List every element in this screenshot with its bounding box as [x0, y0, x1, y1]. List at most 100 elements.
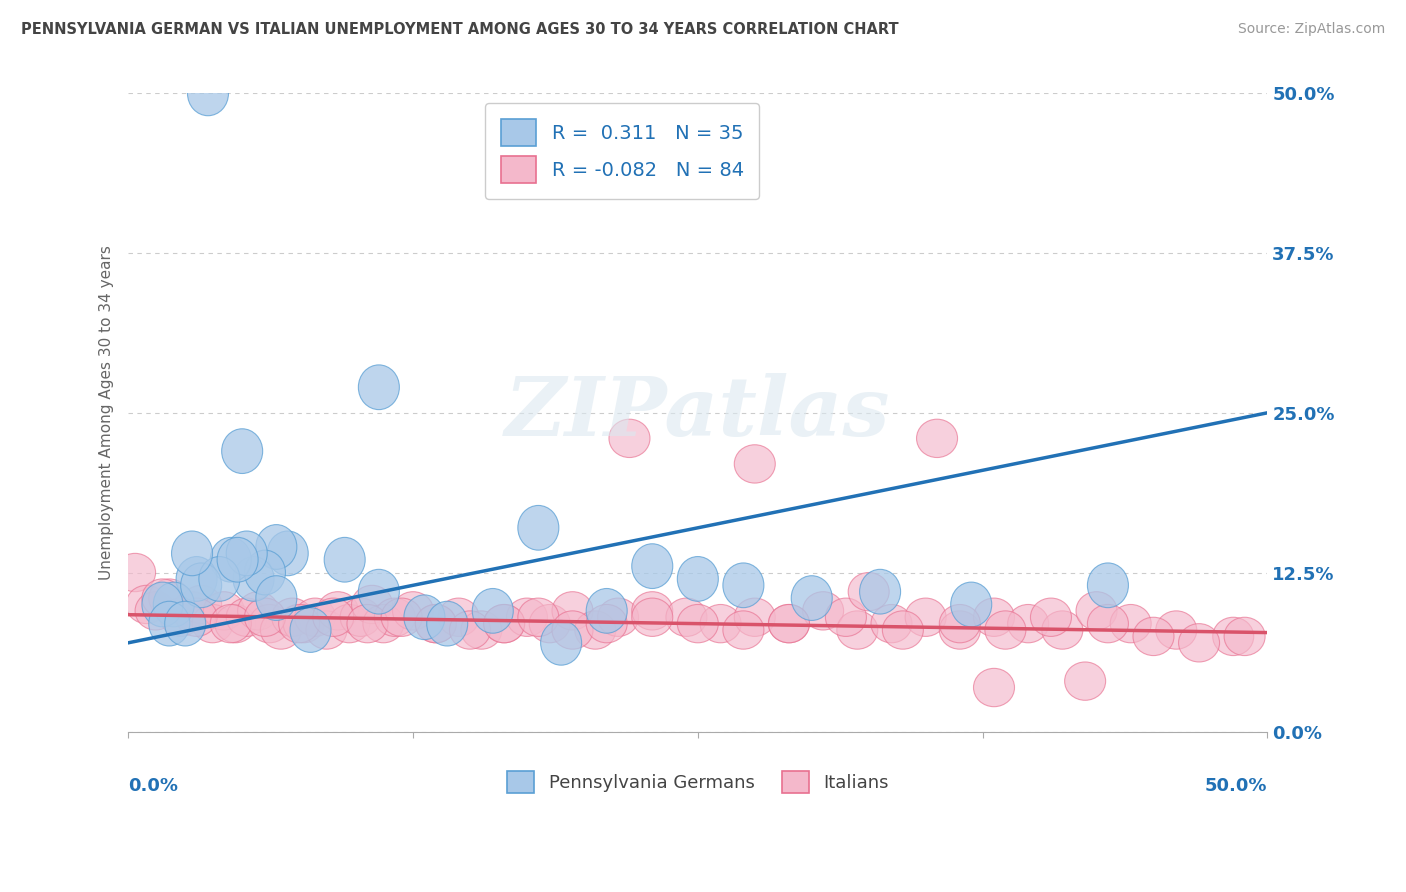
Text: Source: ZipAtlas.com: Source: ZipAtlas.com [1237, 22, 1385, 37]
Ellipse shape [598, 598, 638, 636]
Ellipse shape [211, 537, 252, 582]
Ellipse shape [1156, 611, 1197, 649]
Ellipse shape [404, 595, 444, 640]
Ellipse shape [245, 550, 285, 595]
Ellipse shape [149, 579, 190, 617]
Ellipse shape [180, 563, 222, 607]
Ellipse shape [114, 553, 156, 591]
Ellipse shape [1087, 563, 1129, 607]
Ellipse shape [204, 591, 245, 630]
Ellipse shape [950, 582, 991, 627]
Ellipse shape [271, 598, 312, 636]
Ellipse shape [723, 611, 763, 649]
Ellipse shape [307, 611, 347, 649]
Ellipse shape [1133, 617, 1174, 656]
Ellipse shape [233, 557, 274, 601]
Ellipse shape [973, 598, 1015, 636]
Ellipse shape [256, 575, 297, 621]
Ellipse shape [609, 419, 650, 458]
Ellipse shape [325, 537, 366, 582]
Text: 50.0%: 50.0% [1205, 777, 1267, 795]
Ellipse shape [734, 598, 775, 636]
Ellipse shape [484, 605, 524, 643]
Text: 0.0%: 0.0% [128, 777, 179, 795]
Ellipse shape [1064, 662, 1105, 700]
Ellipse shape [165, 601, 205, 646]
Ellipse shape [803, 591, 844, 630]
Ellipse shape [176, 557, 217, 601]
Ellipse shape [905, 598, 946, 636]
Ellipse shape [678, 557, 718, 601]
Ellipse shape [769, 605, 810, 643]
Ellipse shape [374, 598, 415, 636]
Ellipse shape [1225, 617, 1265, 656]
Ellipse shape [859, 569, 901, 614]
Ellipse shape [226, 598, 267, 636]
Ellipse shape [631, 598, 672, 636]
Ellipse shape [1087, 605, 1129, 643]
Ellipse shape [837, 611, 877, 649]
Ellipse shape [256, 524, 297, 569]
Ellipse shape [700, 605, 741, 643]
Ellipse shape [1008, 605, 1049, 643]
Y-axis label: Unemployment Among Ages 30 to 34 years: Unemployment Among Ages 30 to 34 years [100, 245, 114, 580]
Ellipse shape [283, 605, 325, 643]
Ellipse shape [1178, 624, 1219, 662]
Legend: Pennsylvania Germans, Italians: Pennsylvania Germans, Italians [501, 764, 896, 800]
Ellipse shape [260, 611, 301, 649]
Ellipse shape [381, 598, 422, 636]
Ellipse shape [149, 601, 190, 646]
Ellipse shape [506, 598, 547, 636]
Ellipse shape [541, 621, 582, 665]
Ellipse shape [723, 563, 763, 607]
Ellipse shape [245, 598, 285, 636]
Text: ZIPatlas: ZIPatlas [505, 373, 890, 453]
Ellipse shape [517, 598, 558, 636]
Ellipse shape [553, 611, 593, 649]
Ellipse shape [939, 611, 980, 649]
Ellipse shape [917, 419, 957, 458]
Ellipse shape [792, 575, 832, 621]
Ellipse shape [193, 605, 233, 643]
Ellipse shape [172, 591, 212, 630]
Ellipse shape [215, 605, 256, 643]
Ellipse shape [176, 598, 217, 636]
Ellipse shape [160, 598, 201, 636]
Ellipse shape [1076, 591, 1116, 630]
Ellipse shape [1042, 611, 1083, 649]
Ellipse shape [415, 605, 457, 643]
Ellipse shape [318, 591, 359, 630]
Ellipse shape [180, 585, 222, 624]
Ellipse shape [312, 598, 354, 636]
Ellipse shape [825, 598, 866, 636]
Ellipse shape [142, 579, 183, 617]
Ellipse shape [848, 573, 889, 611]
Ellipse shape [553, 591, 593, 630]
Ellipse shape [415, 605, 457, 643]
Ellipse shape [870, 605, 912, 643]
Ellipse shape [172, 531, 212, 575]
Ellipse shape [586, 605, 627, 643]
Ellipse shape [666, 598, 707, 636]
Ellipse shape [575, 611, 616, 649]
Ellipse shape [769, 605, 810, 643]
Ellipse shape [984, 611, 1026, 649]
Ellipse shape [1111, 605, 1152, 643]
Ellipse shape [217, 537, 259, 582]
Ellipse shape [883, 611, 924, 649]
Ellipse shape [352, 585, 392, 624]
Ellipse shape [135, 591, 176, 630]
Ellipse shape [142, 582, 183, 627]
Ellipse shape [127, 585, 167, 624]
Ellipse shape [359, 569, 399, 614]
Ellipse shape [187, 71, 229, 116]
Ellipse shape [359, 365, 399, 409]
Ellipse shape [198, 557, 240, 601]
Ellipse shape [450, 611, 491, 649]
Ellipse shape [249, 605, 290, 643]
Ellipse shape [426, 601, 468, 646]
Ellipse shape [363, 605, 404, 643]
Ellipse shape [1213, 617, 1254, 656]
Ellipse shape [517, 506, 558, 550]
Ellipse shape [211, 605, 252, 643]
